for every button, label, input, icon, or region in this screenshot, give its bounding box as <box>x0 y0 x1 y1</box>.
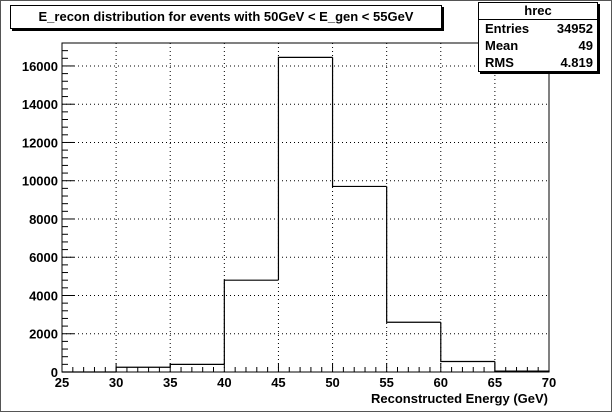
x-axis-title: Reconstructed Energy (GeV) <box>371 391 548 406</box>
x-tick-label: 35 <box>163 375 177 390</box>
stats-box: hrec Entries 34952 Mean 49 RMS 4.819 <box>478 2 598 72</box>
y-tick-label: 14000 <box>22 97 58 112</box>
y-tick-label: 8000 <box>29 212 58 227</box>
tick-labels: 25 30 35 40 45 50 55 60 65 70 0 2000 4000 6000 8000 100… <box>22 59 556 390</box>
x-tick-label: 55 <box>379 375 393 390</box>
stats-value: 4.819 <box>560 55 593 70</box>
y-tick-label: 0 <box>51 365 58 380</box>
histogram-bin <box>115 366 171 372</box>
x-tick-label: 65 <box>488 375 502 390</box>
x-tick-label: 45 <box>271 375 285 390</box>
y-tick-label: 12000 <box>22 135 58 150</box>
y-tick-label: 4000 <box>29 288 58 303</box>
stats-label: RMS <box>485 55 514 70</box>
axes <box>61 42 550 373</box>
x-tick-label: 60 <box>434 375 448 390</box>
x-tick-label: 30 <box>109 375 123 390</box>
plot-frame <box>61 42 550 373</box>
stats-value: 49 <box>578 38 593 53</box>
x-tick-label: 25 <box>55 375 69 390</box>
histogram-bin <box>494 361 550 372</box>
histogram-bin <box>331 57 387 188</box>
stats-name: hrec <box>479 3 597 20</box>
y-tick-label: 2000 <box>29 327 58 342</box>
x-tick-label: 40 <box>217 375 231 390</box>
y-tick-label: 10000 <box>22 174 58 189</box>
y-tick-label: 16000 <box>22 59 58 74</box>
histogram-bin <box>277 56 333 281</box>
histogram-bin <box>223 279 279 365</box>
stats-row-entries: Entries 34952 <box>479 20 597 37</box>
x-tick-label: 50 <box>325 375 339 390</box>
stats-value: 34952 <box>556 21 593 36</box>
histogram-bin <box>386 186 441 323</box>
stats-label: Mean <box>485 38 519 53</box>
stats-row-mean: Mean 49 <box>479 37 597 54</box>
y-tick-label: 6000 <box>29 250 58 265</box>
histogram-bars <box>62 56 550 373</box>
histogram-bin <box>169 363 225 368</box>
grid <box>61 43 550 373</box>
x-tick-label: 70 <box>542 375 556 390</box>
stats-row-rms: RMS 4.819 <box>479 54 597 71</box>
stats-label: Entries <box>485 21 530 36</box>
histogram-bin <box>440 322 495 363</box>
chart-title: E_recon distribution for events with 50G… <box>10 5 442 29</box>
